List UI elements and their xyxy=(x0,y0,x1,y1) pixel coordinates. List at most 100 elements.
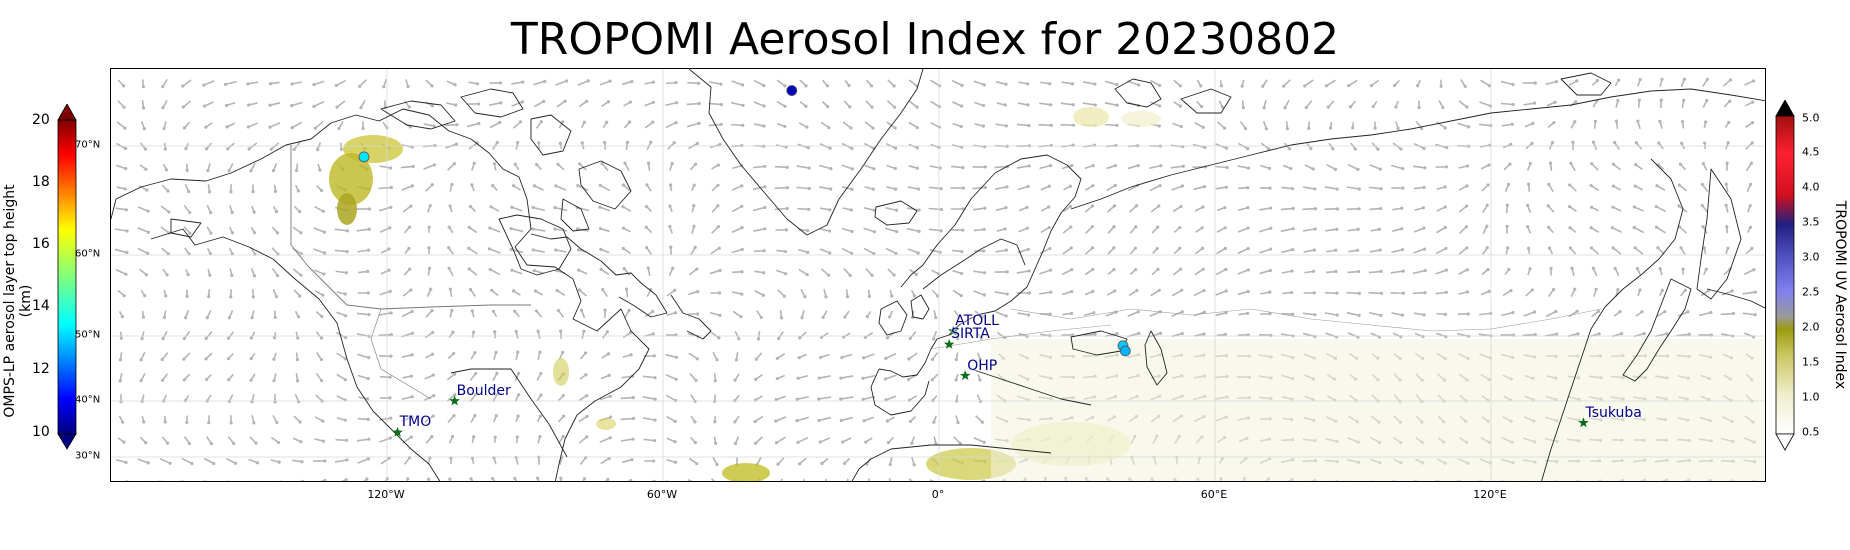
wind-arrow-head xyxy=(1422,313,1426,317)
wind-arrow-head xyxy=(961,186,966,190)
wind-arrow-head xyxy=(1659,98,1663,102)
lat-label: 70°N xyxy=(75,139,101,151)
wind-arrow-head xyxy=(1224,146,1229,150)
wind-arrow-head xyxy=(170,481,173,482)
wind-arrow-head xyxy=(1656,246,1660,250)
wind-arrow-head xyxy=(915,146,919,150)
wind-arrow xyxy=(1634,206,1644,212)
wind-arrow-head xyxy=(697,81,701,85)
wind-arrow-head xyxy=(205,147,209,151)
wind-arrow-head xyxy=(531,205,535,210)
wind-arrow xyxy=(578,436,588,444)
wind-arrow xyxy=(1413,312,1425,316)
wind-arrow xyxy=(1104,102,1118,106)
wind-arrow xyxy=(1545,80,1557,86)
wind-arrow-head xyxy=(819,355,823,360)
wind-arrow-head xyxy=(599,267,603,271)
wind-arrow-head xyxy=(359,106,363,110)
wind-arrow xyxy=(621,80,633,86)
wind-arrow-head xyxy=(1589,205,1594,209)
wind-arrow-head xyxy=(366,417,370,421)
wind-arrow-head xyxy=(232,441,236,446)
wind-arrow-head xyxy=(554,248,558,252)
wind-arrow-head xyxy=(917,208,921,212)
wind-arrow xyxy=(973,228,985,232)
wind-arrow xyxy=(1655,205,1667,213)
wind-arrow-head xyxy=(1328,126,1333,130)
wind-arrow-head xyxy=(754,357,758,361)
wind-arrow-head xyxy=(893,166,897,171)
wind-arrow-head xyxy=(1355,248,1360,252)
wind-arrow-head xyxy=(409,204,413,208)
wind-arrow xyxy=(335,79,347,87)
wind-arrow xyxy=(1062,247,1072,255)
wind-arrow xyxy=(1215,186,1227,190)
wind-arrow xyxy=(554,206,568,212)
wind-arrow-head xyxy=(1178,104,1182,108)
wind-arrow-head xyxy=(961,166,965,170)
wind-arrow-head xyxy=(343,357,348,361)
wind-arrow-head xyxy=(141,315,146,319)
wind-arrow xyxy=(620,417,634,421)
wind-arrow-head xyxy=(1262,106,1266,110)
wind-arrow xyxy=(665,101,677,107)
map-panel[interactable] xyxy=(110,68,1766,482)
wind-arrow-head xyxy=(883,377,888,381)
wind-arrow xyxy=(687,81,699,85)
wind-arrow-head xyxy=(959,271,964,276)
wind-arrow-head xyxy=(1048,164,1053,168)
wind-arrow xyxy=(979,480,984,481)
wind-arrow-head xyxy=(1439,84,1443,88)
wind-arrow-head xyxy=(1291,206,1295,211)
wind-arrow xyxy=(775,395,787,401)
wind-arrow-head xyxy=(208,273,212,277)
wind-arrow-head xyxy=(275,273,280,278)
wind-arrow-head xyxy=(916,251,920,255)
wind-arrow-head xyxy=(1443,185,1447,189)
wind-arrow-head xyxy=(141,106,146,110)
wind-arrow xyxy=(775,416,787,422)
wind-arrow xyxy=(1324,312,1338,316)
wind-arrow xyxy=(1595,480,1601,481)
wind-arrow-head xyxy=(673,311,678,315)
wind-arrow-head xyxy=(839,418,843,423)
wind-arrow-head xyxy=(575,227,580,231)
wind-arrow xyxy=(1061,290,1073,296)
wind-arrow xyxy=(1391,248,1403,254)
wind-arrow-head xyxy=(1681,267,1685,271)
wind-arrow-head xyxy=(407,246,411,251)
wind-arrow-head xyxy=(389,354,393,358)
wind-arrow xyxy=(114,248,128,254)
wind-arrow xyxy=(292,268,302,276)
wind-arrow xyxy=(1368,311,1382,317)
wind-arrow-head xyxy=(1201,267,1205,271)
left-tick: 10 xyxy=(32,424,50,440)
wind-arrow-head xyxy=(713,379,717,383)
wind-arrow-head xyxy=(148,480,151,481)
wind-arrow-head xyxy=(252,210,256,214)
wind-arrow-head xyxy=(980,420,985,424)
wind-arrow xyxy=(468,268,478,276)
wind-arrow-head xyxy=(775,376,779,381)
wind-arrow xyxy=(973,290,985,296)
wind-arrow-head xyxy=(268,125,272,129)
wind-arrow-head xyxy=(848,105,852,109)
right-colorbar xyxy=(1775,100,1795,451)
wind-arrow xyxy=(578,415,588,423)
wind-arrow-head xyxy=(739,315,743,319)
wind-arrow-head xyxy=(1005,185,1009,189)
wind-arrow-head xyxy=(863,335,867,339)
wind-arrow-head xyxy=(1657,141,1661,145)
wind-arrow-head xyxy=(144,167,148,171)
wind-arrow-head xyxy=(1399,147,1403,151)
wind-arrow-head xyxy=(1401,291,1405,295)
wind-arrow-head xyxy=(892,273,896,277)
wind-arrow-head xyxy=(741,123,745,127)
wind-arrow-head xyxy=(1158,83,1162,88)
wind-arrow-head xyxy=(1485,203,1489,207)
wind-arrow-head xyxy=(388,375,392,379)
wind-arrow xyxy=(819,186,831,190)
wind-arrow-head xyxy=(1003,227,1007,231)
wind-arrow-head xyxy=(409,435,413,439)
wind-arrow-head xyxy=(1590,162,1594,166)
